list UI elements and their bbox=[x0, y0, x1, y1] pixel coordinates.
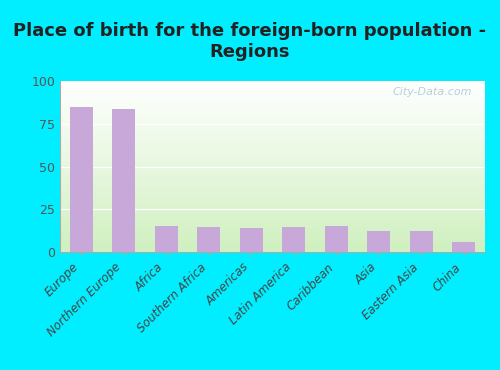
Bar bbox=[197, 227, 220, 252]
Text: Place of birth for the foreign-born population -
Regions: Place of birth for the foreign-born popu… bbox=[14, 22, 486, 61]
Bar bbox=[70, 107, 93, 252]
Bar bbox=[367, 231, 390, 252]
Bar bbox=[240, 228, 263, 252]
Bar bbox=[452, 242, 475, 252]
Bar bbox=[410, 231, 433, 252]
Bar bbox=[154, 226, 178, 252]
Text: City-Data.com: City-Data.com bbox=[393, 87, 472, 97]
Bar bbox=[324, 226, 348, 252]
Bar bbox=[282, 227, 306, 252]
Bar bbox=[112, 109, 136, 252]
